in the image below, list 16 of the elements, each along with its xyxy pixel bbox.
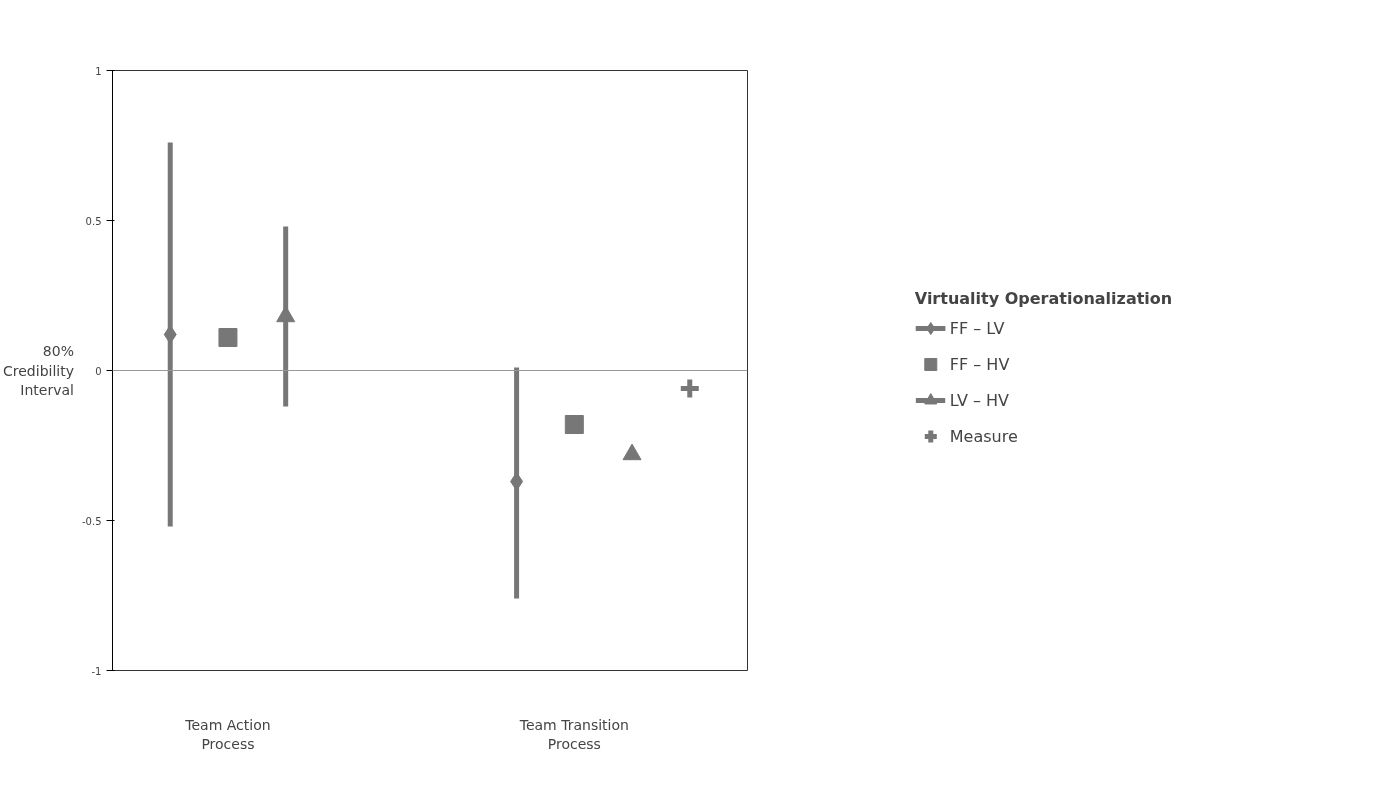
y-tick-label: 1: [95, 65, 102, 77]
y-tick-label: -1: [91, 665, 102, 677]
y-tick-label: -0.5: [81, 515, 102, 527]
legend-label: FF – LV: [949, 318, 1005, 338]
y-tick-label: 0: [95, 365, 102, 377]
legend-label: Measure: [949, 426, 1018, 446]
x-tick-label: Team Action Process: [184, 716, 271, 752]
legend-title: Virtuality Operationalization: [914, 289, 1173, 308]
point: [218, 328, 238, 347]
y-axis-title: 80% Credibility Interval: [3, 343, 74, 398]
y-tick-label: 0.5: [85, 215, 102, 227]
point: [678, 377, 702, 400]
point: [564, 415, 584, 434]
x-tick-label: Team Transition Process: [518, 716, 629, 752]
legend-label: LV – HV: [949, 390, 1010, 410]
legend-label: FF – HV: [949, 354, 1010, 374]
